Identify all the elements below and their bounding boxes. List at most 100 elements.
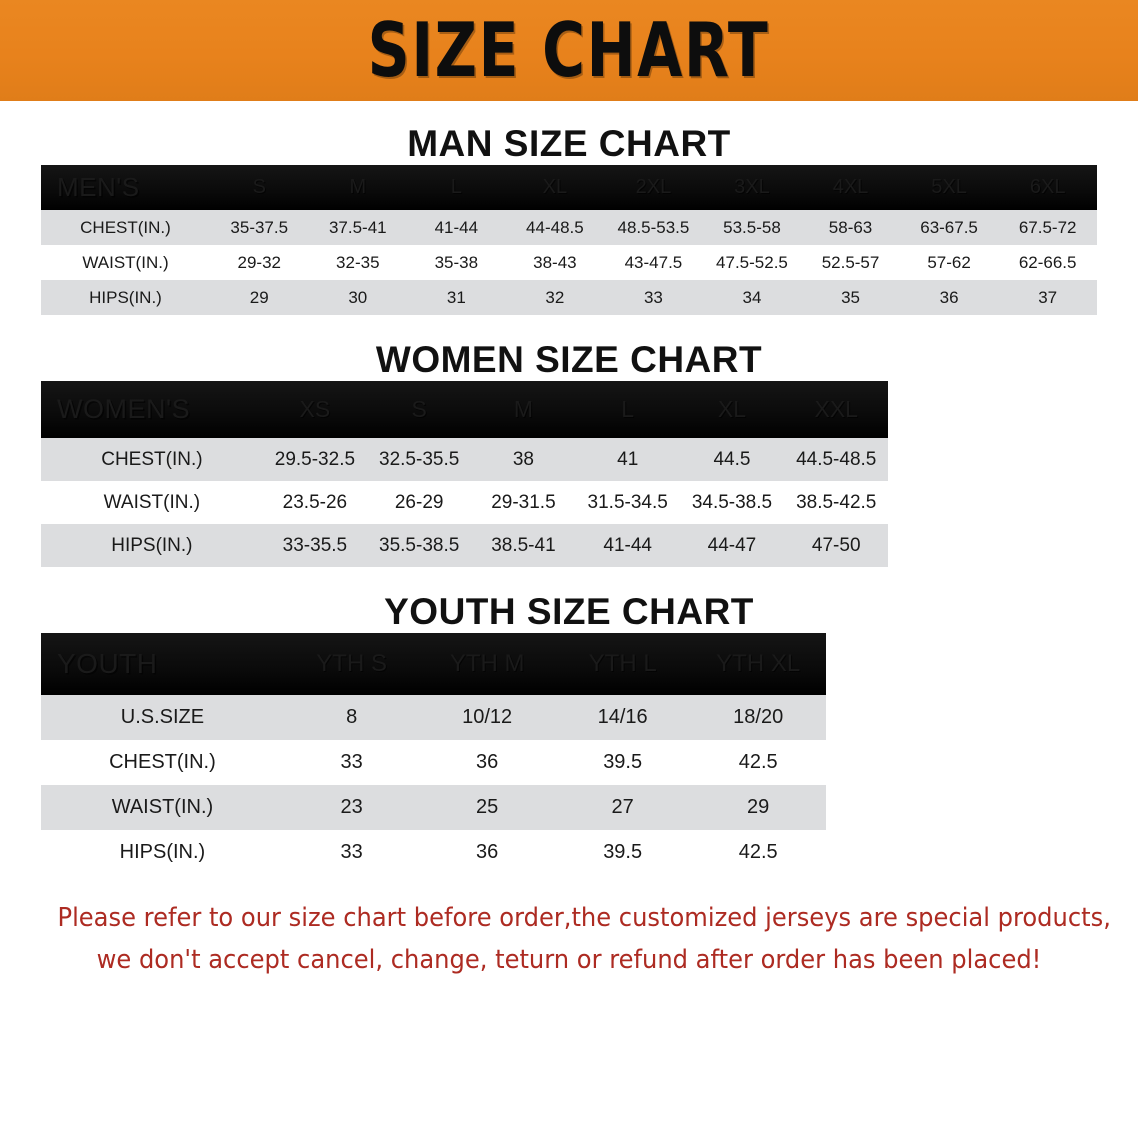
man-cell-r1-c4: 43-47.5 [604, 245, 703, 280]
youth-size-header-1: YTH M [419, 633, 555, 695]
women-cell-r0-c3: 41 [575, 438, 680, 481]
women-table-wrap: WOMEN'S XS S M L XL XXL CHEST(IN.) 29.5-32.5 32.5… [41, 381, 1097, 567]
table-row: CHEST(IN.) 29.5-32.5 32.5-35.5 38 41 44.5 44.5… [41, 438, 1097, 481]
youth-cell-r2-c2: 27 [554, 785, 691, 830]
youth-section-title: YOUTH SIZE CHART [384, 591, 754, 632]
man-cell-r2-c2: 31 [407, 280, 506, 315]
women-cell-r2-c4: 44-47 [679, 524, 785, 567]
youth-cell-r1-c1: 36 [419, 740, 555, 785]
women-cell-r1-c3: 31.5-34.5 [575, 481, 680, 524]
women-cell-r0-c1: 32.5-35.5 [367, 438, 472, 481]
order-policy-line-2: we don't accept cancel, change, teturn o… [96, 945, 1042, 976]
man-table-wrap: MEN'S S M L XL 2XL 3XL 4XL 5XL 6XL CHEST(IN.) 35-37… [41, 165, 1097, 315]
man-cell-r2-c6: 35 [801, 280, 900, 315]
order-policy-note: Please refer to our size chart before or… [58, 897, 1111, 981]
women-cell-filler [888, 481, 993, 524]
women-cell-r1-c4: 34.5-38.5 [679, 481, 785, 524]
man-cell-r1-c5: 47.5-52.5 [702, 245, 802, 280]
man-row-label-0: CHEST(IN.) [41, 210, 210, 245]
youth-size-header-3: YTH XL [690, 633, 826, 695]
youth-table-wrap: YOUTH YTH S YTH M YTH L YTH XL U.S.SIZE 8 10/12… [41, 633, 1097, 875]
man-size-header-5: 3XL [702, 165, 802, 210]
youth-size-table: YOUTH YTH S YTH M YTH L YTH XL U.S.SIZE 8 10/12… [41, 633, 1097, 875]
table-row: HIPS(IN.) 33 36 39.5 42.5 [41, 830, 1097, 875]
youth-cell-r3-c0: 33 [283, 830, 420, 875]
women-cell-filler [992, 481, 1097, 524]
youth-cell-r2-c1: 25 [419, 785, 555, 830]
youth-row-label-2: WAIST(IN.) [41, 785, 284, 830]
women-header-filler [992, 381, 1097, 438]
women-cell-r2-c1: 35.5-38.5 [367, 524, 472, 567]
man-size-header-1: M [308, 165, 408, 210]
youth-cell-filler [961, 785, 1097, 830]
man-cell-r0-c5: 53.5-58 [702, 210, 802, 245]
youth-cell-r2-c0: 23 [283, 785, 420, 830]
man-cell-r1-c1: 32-35 [308, 245, 408, 280]
man-cell-r2-c5: 34 [702, 280, 802, 315]
man-size-table: MEN'S S M L XL 2XL 3XL 4XL 5XL 6XL CHEST(IN.) 35-37… [41, 165, 1097, 315]
women-size-section: WOMEN SIZE CHART WOMEN'S XS S M L XL XXL CHEST(… [0, 315, 1138, 567]
youth-size-header-2: YTH L [554, 633, 691, 695]
man-size-section: MAN SIZE CHART MEN'S S M L XL 2XL 3XL 4XL 5XL 6XL… [0, 101, 1138, 315]
man-cell-r2-c0: 29 [209, 280, 309, 315]
youth-row-label-1: CHEST(IN.) [41, 740, 284, 785]
youth-cell-r3-c3: 42.5 [690, 830, 826, 875]
youth-cell-r0-c2: 14/16 [554, 695, 691, 740]
women-header-filler [888, 381, 993, 438]
man-size-header-7: 5XL [899, 165, 999, 210]
youth-cell-r0-c3: 18/20 [690, 695, 826, 740]
women-cell-r2-c3: 41-44 [575, 524, 680, 567]
man-cell-r1-c3: 38-43 [505, 245, 605, 280]
table-row: WAIST(IN.) 29-32 32-35 35-38 38-43 43-47.5 47.… [41, 245, 1097, 280]
women-row-label-0: CHEST(IN.) [41, 438, 263, 481]
women-size-header-5: XXL [784, 381, 889, 438]
youth-header-filler [825, 633, 962, 695]
youth-row-label-0: U.S.SIZE [41, 695, 284, 740]
women-section-title: WOMEN SIZE CHART [375, 339, 763, 380]
man-cell-r0-c1: 37.5-41 [308, 210, 408, 245]
youth-cell-r0-c0: 8 [283, 695, 420, 740]
youth-cell-r1-c3: 42.5 [690, 740, 826, 785]
man-row-label-1: WAIST(IN.) [41, 245, 210, 280]
women-cell-filler [992, 438, 1097, 481]
women-cell-r1-c0: 23.5-26 [262, 481, 368, 524]
women-cell-filler [888, 524, 993, 567]
women-size-header-2: M [471, 381, 576, 438]
youth-cell-r0-c1: 10/12 [419, 695, 555, 740]
women-size-header-4: XL [679, 381, 785, 438]
man-cell-r0-c0: 35-37.5 [209, 210, 309, 245]
women-cell-r1-c2: 29-31.5 [471, 481, 576, 524]
women-cell-r0-c4: 44.5 [679, 438, 785, 481]
banner-title: SIZE CHART [368, 6, 770, 94]
man-cell-r2-c7: 36 [899, 280, 999, 315]
youth-cell-filler [961, 695, 1097, 740]
youth-cell-r2-c3: 29 [690, 785, 826, 830]
table-row: CHEST(IN.) 35-37.5 37.5-41 41-44 44-48.5 48.5… [41, 210, 1097, 245]
man-cell-r2-c4: 33 [604, 280, 703, 315]
man-cell-r1-c2: 35-38 [407, 245, 506, 280]
women-cell-r2-c5: 47-50 [784, 524, 889, 567]
youth-cell-r3-c1: 36 [419, 830, 555, 875]
youth-cell-filler [825, 785, 962, 830]
women-corner-label: WOMEN'S [41, 381, 263, 438]
women-size-header-3: L [575, 381, 680, 438]
youth-cell-r1-c0: 33 [283, 740, 420, 785]
table-row: U.S.SIZE 8 10/12 14/16 18/20 [41, 695, 1097, 740]
man-cell-r0-c7: 63-67.5 [899, 210, 999, 245]
youth-cell-filler [825, 740, 962, 785]
man-section-title: MAN SIZE CHART [407, 123, 731, 164]
youth-cell-filler [825, 695, 962, 740]
man-size-header-3: XL [505, 165, 605, 210]
man-size-header-8: 6XL [998, 165, 1097, 210]
man-cell-r0-c3: 44-48.5 [505, 210, 605, 245]
youth-table-header-row: YOUTH YTH S YTH M YTH L YTH XL [41, 633, 1097, 695]
man-cell-r0-c2: 41-44 [407, 210, 506, 245]
women-cell-filler [888, 438, 993, 481]
youth-corner-label: YOUTH [41, 633, 284, 695]
women-row-label-1: WAIST(IN.) [41, 481, 263, 524]
youth-size-header-0: YTH S [283, 633, 420, 695]
man-table-header-row: MEN'S S M L XL 2XL 3XL 4XL 5XL 6XL [41, 165, 1097, 210]
women-cell-r0-c2: 38 [471, 438, 576, 481]
man-corner-label: MEN'S [41, 165, 210, 210]
man-cell-r1-c7: 57-62 [899, 245, 999, 280]
